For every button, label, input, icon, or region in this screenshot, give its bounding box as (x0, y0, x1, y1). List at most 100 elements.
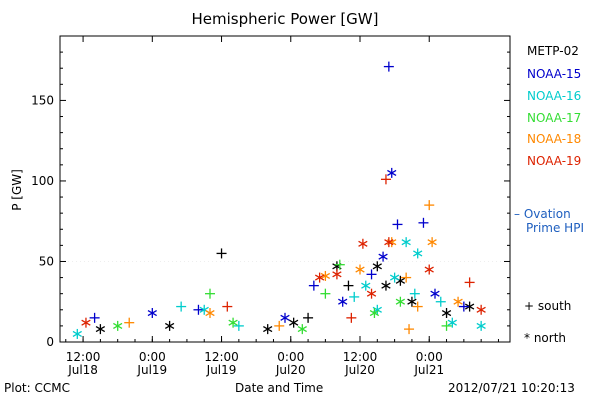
point-metp-02 (372, 261, 382, 272)
point-noaa-17 (205, 288, 215, 299)
asterisk-stroke (453, 298, 463, 305)
point-metp-02 (441, 308, 452, 319)
point-noaa-16 (72, 328, 82, 339)
asterisk-stroke (320, 272, 331, 280)
point-noaa-18 (355, 264, 365, 275)
point-noaa-15 (387, 167, 397, 178)
y-tick-label: 150 (31, 93, 54, 107)
point-noaa-19 (476, 304, 486, 315)
plot-frame (59, 35, 511, 343)
asterisk-stroke (113, 322, 123, 329)
asterisk-stroke (424, 266, 434, 273)
asterisk-stroke (81, 319, 91, 326)
asterisk-stroke (476, 306, 486, 313)
point-noaa-17 (395, 296, 406, 307)
point-noaa-19 (380, 174, 391, 185)
y-axis-label: P [GW] (9, 169, 24, 211)
chart-title: Hemispheric Power [GW] (191, 10, 379, 28)
point-metp-02 (407, 296, 417, 307)
point-metp-02 (381, 280, 391, 291)
asterisk-stroke (407, 298, 417, 305)
asterisk-stroke (401, 239, 411, 246)
legend-item-noaa-16: NOAA-16 (527, 89, 582, 103)
point-noaa-15 (193, 304, 204, 315)
x-tick-label-date: Jul20 (344, 363, 375, 377)
point-noaa-17 (113, 320, 123, 331)
point-noaa-18 (404, 324, 415, 335)
legend-north: * north (524, 331, 566, 345)
point-noaa-19 (222, 301, 233, 312)
asterisk-stroke (297, 326, 307, 333)
y-tick-label: 100 (31, 174, 54, 188)
point-noaa-18 (274, 320, 285, 331)
asterisk-stroke (314, 274, 325, 281)
point-noaa-15 (458, 301, 469, 312)
asterisk-stroke (476, 322, 486, 329)
x-tick-label-time: 12:00 (343, 350, 378, 364)
legend-item-noaa-17: NOAA-17 (527, 111, 582, 125)
asterisk-stroke (441, 309, 452, 317)
legend-item-noaa-19: NOAA-19 (527, 154, 582, 168)
asterisk-stroke (369, 309, 380, 317)
footer-plot-source: Plot: CCMC (4, 381, 70, 395)
point-noaa-15 (308, 280, 319, 291)
asterisk-stroke (447, 319, 457, 326)
x-tick-label-date: Jul19 (206, 363, 237, 377)
legend-south-label: south (537, 299, 572, 313)
asterisk-stroke (355, 266, 365, 273)
asterisk-stroke (164, 322, 175, 329)
point-noaa-19 (384, 237, 394, 248)
point-noaa-15 (338, 296, 348, 307)
point-noaa-16 (447, 317, 457, 328)
point-noaa-19 (464, 277, 475, 288)
point-noaa-18 (124, 317, 135, 328)
point-noaa-17 (320, 288, 331, 299)
point-noaa-15 (418, 217, 429, 228)
x-axis-label: Date and Time (235, 381, 324, 395)
point-noaa-18 (401, 272, 412, 283)
asterisk-stroke (205, 309, 215, 317)
point-noaa-17 (228, 317, 238, 328)
asterisk-stroke (228, 319, 238, 326)
axes: 05010015012:00Jul180:00Jul1912:00Jul190:… (31, 36, 510, 377)
point-noaa-16 (233, 320, 244, 331)
x-tick-label-date: Jul19 (136, 363, 167, 377)
point-noaa-16 (401, 237, 411, 248)
asterisk-stroke (280, 314, 290, 321)
point-metp-02 (263, 324, 273, 335)
asterisk-stroke (332, 271, 342, 278)
point-noaa-15 (392, 219, 403, 230)
asterisk-stroke (387, 169, 397, 176)
point-metp-02 (343, 280, 354, 291)
point-metp-02 (216, 248, 227, 259)
point-noaa-19 (358, 238, 368, 249)
y-tick-label: 50 (39, 254, 54, 268)
point-noaa-18 (320, 270, 331, 281)
x-tick-label-date: Jul21 (413, 363, 444, 377)
footer-timestamp: 2012/07/21 10:20:13 (448, 381, 575, 395)
point-noaa-19 (81, 317, 91, 328)
x-tick-label-time: 0:00 (139, 350, 166, 364)
point-noaa-15 (147, 308, 157, 319)
point-noaa-16 (409, 288, 420, 299)
point-noaa-17 (369, 308, 380, 319)
point-noaa-16 (435, 296, 446, 307)
point-metp-02 (95, 324, 106, 335)
point-noaa-15 (89, 312, 100, 323)
asterisk-stroke (413, 250, 423, 257)
point-noaa-15 (378, 251, 388, 262)
legend-south: + south (524, 299, 571, 313)
asterisk-stroke (72, 330, 82, 338)
point-noaa-17 (441, 320, 452, 331)
point-noaa-18 (424, 200, 435, 211)
point-noaa-16 (349, 291, 360, 302)
asterisk-stroke (361, 282, 371, 289)
point-metp-02 (164, 320, 175, 331)
legend-item-metp-02: METP-02 (527, 44, 579, 58)
x-tick-label-time: 0:00 (277, 350, 304, 364)
point-noaa-18 (205, 308, 215, 319)
point-noaa-19 (314, 272, 325, 283)
legend-item-noaa-15: NOAA-15 (527, 67, 582, 81)
asterisk-stroke (430, 290, 440, 297)
point-noaa-18 (427, 237, 437, 248)
